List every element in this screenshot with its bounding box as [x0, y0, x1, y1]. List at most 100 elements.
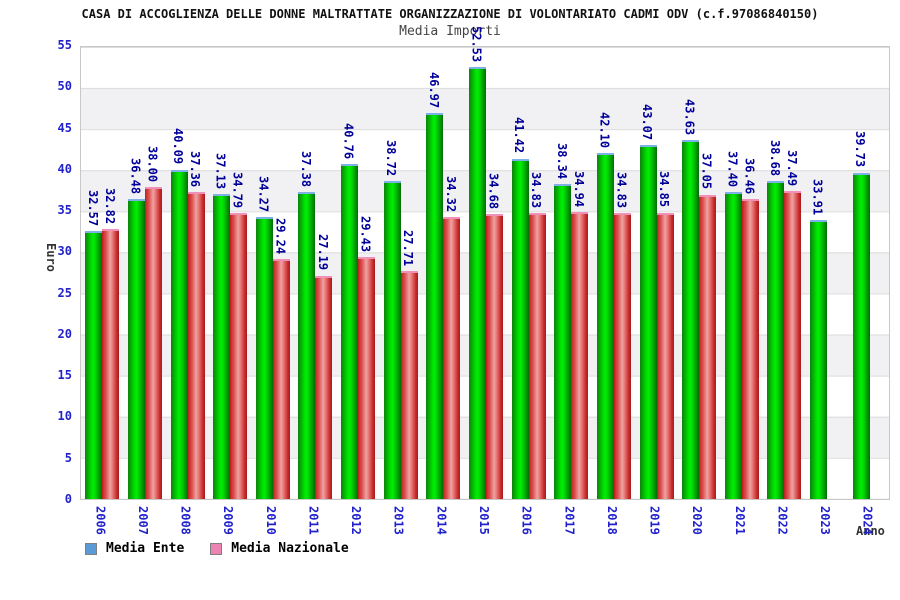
bar-media-ente-2022: [767, 181, 785, 499]
legend: Media Ente Media Nazionale: [85, 541, 375, 556]
bar-media-ente-2017: [554, 183, 572, 499]
bar-media-nazionale-2022: [784, 190, 802, 499]
value-label-media-ente-2022: 38.68: [767, 140, 782, 177]
x-label-2006: 2006: [93, 506, 108, 535]
x-label-2018: 2018: [604, 506, 619, 535]
y-tick-55: 55: [57, 38, 72, 52]
bar-media-nazionale-2009: [230, 213, 248, 499]
value-label-media-ente-2007: 36.48: [128, 158, 143, 195]
bar-group-2010: 34.27 29.24: [252, 47, 295, 499]
value-label-media-ente-2024: 39.73: [853, 131, 868, 168]
x-label-2007: 2007: [135, 506, 150, 535]
bar-media-ente-2021: [724, 191, 742, 499]
value-label-media-nazionale-2017: 34.94: [571, 170, 586, 207]
value-label-media-ente-2012: 40.76: [341, 122, 356, 160]
bar-media-nazionale-2014: [443, 216, 461, 499]
bar-media-nazionale-2021: [741, 199, 759, 499]
value-label-media-ente-2006: 32.57: [85, 190, 100, 227]
x-label-2020: 2020: [690, 506, 705, 535]
value-label-media-ente-2017: 38.34: [554, 142, 569, 179]
bar-group-2024: 39.73: [848, 47, 891, 499]
y-tick-20: 20: [57, 326, 72, 341]
bar-media-ente-2012: [341, 164, 359, 499]
bar-media-ente-2018: [596, 153, 614, 499]
bar-media-ente-2020: [682, 140, 700, 499]
x-label-2012: 2012: [349, 506, 364, 535]
value-label-media-nazionale-2021: 36.46: [742, 158, 757, 195]
bar-group-2019: 43.07 34.85: [635, 47, 678, 499]
bar-media-ente-2019: [639, 145, 657, 499]
value-label-media-ente-2014: 46.97: [426, 71, 441, 108]
value-label-media-nazionale-2016: 34.83: [529, 171, 544, 208]
value-label-media-ente-2013: 38.72: [384, 139, 399, 176]
bar-group-2012: 40.76 29.43: [337, 47, 380, 499]
bar-media-ente-2008: [170, 169, 188, 499]
bar-media-nazionale-2018: [613, 212, 631, 499]
x-label-2014: 2014: [434, 506, 449, 535]
y-tick-40: 40: [57, 161, 72, 176]
bar-media-ente-2011: [298, 191, 316, 499]
y-tick-45: 45: [57, 120, 72, 135]
bar-group-2017: 38.34 34.94: [550, 47, 593, 499]
x-label-2015: 2015: [477, 506, 491, 535]
value-label-media-ente-2009: 37.13: [213, 152, 228, 189]
value-label-media-ente-2016: 41.42: [512, 117, 527, 154]
chart-subtitle: Media Importi: [399, 24, 501, 39]
y-tick-25: 25: [57, 285, 72, 300]
value-label-media-ente-2010: 34.27: [256, 176, 271, 213]
value-label-media-nazionale-2007: 38.00: [145, 145, 160, 182]
value-label-media-nazionale-2019: 34.85: [657, 171, 672, 208]
bar-media-nazionale-2008: [187, 191, 205, 499]
bar-media-nazionale-2016: [528, 212, 546, 499]
legend-swatch-media-ente: [85, 542, 97, 555]
x-label-2017: 2017: [562, 506, 577, 535]
bar-media-nazionale-2012: [358, 257, 376, 499]
value-label-media-nazionale-2012: 29.43: [358, 216, 373, 253]
x-label-2019: 2019: [647, 506, 662, 535]
bar-media-nazionale-2011: [315, 275, 333, 499]
bar-media-ente-2010: [255, 217, 273, 499]
bar-media-ente-2015: [468, 67, 486, 499]
value-label-media-nazionale-2013: 27.71: [401, 230, 416, 267]
legend-item-media-nazionale: Media Nazionale: [210, 541, 349, 556]
y-tick-15: 15: [57, 368, 72, 383]
value-label-media-ente-2021: 37.40: [725, 150, 740, 187]
y-tick-10: 10: [57, 409, 72, 424]
plot-area: 32.57 32.82 36.48 38.00 40.09 37.36 37.13 34.79…: [80, 26, 891, 500]
y-tick-30: 30: [57, 244, 72, 259]
legend-label-media-ente: Media Ente: [106, 541, 185, 556]
bar-group-2023: 33.91: [806, 47, 849, 499]
bar-media-ente-2016: [511, 158, 529, 499]
x-label-2016: 2016: [519, 506, 534, 535]
value-label-media-nazionale-2022: 37.49: [784, 149, 799, 186]
bar-media-ente-2006: [85, 231, 103, 499]
bar-group-2006: 32.57 32.82: [81, 47, 124, 499]
bar-media-nazionale-2015: [485, 214, 503, 499]
bar-group-2016: 41.42 34.83: [507, 47, 550, 499]
value-label-media-nazionale-2011: 27.19: [315, 234, 330, 271]
value-label-media-ente-2023: 33.91: [810, 179, 825, 216]
bar-media-nazionale-2006: [102, 229, 120, 499]
x-label-2009: 2009: [221, 506, 236, 535]
bar-media-nazionale-2019: [656, 212, 674, 499]
x-label-2011: 2011: [306, 506, 321, 535]
bar-media-nazionale-2007: [144, 186, 162, 499]
bar-media-ente-2014: [426, 113, 444, 499]
x-label-2022: 2022: [775, 506, 790, 535]
value-label-media-ente-2008: 40.09: [171, 128, 186, 165]
bar-group-2018: 42.10 34.83: [593, 47, 636, 499]
bar-media-ente-2023: [810, 220, 828, 499]
x-label-2010: 2010: [263, 506, 278, 535]
bar-group-2014: 46.97 34.32: [422, 47, 465, 499]
bar-group-2013: 38.72 27.71: [379, 47, 422, 499]
bar-group-2022: 38.68 37.49: [763, 47, 806, 499]
value-label-media-ente-2019: 43.07: [640, 103, 655, 141]
value-label-media-nazionale-2015: 34.68: [486, 172, 501, 209]
value-label-media-nazionale-2020: 37.05: [699, 153, 714, 190]
value-label-media-nazionale-2009: 34.79: [230, 171, 245, 209]
x-label-2013: 2013: [391, 506, 406, 535]
value-label-media-nazionale-2018: 34.83: [614, 171, 629, 208]
legend-label-media-nazionale: Media Nazionale: [231, 541, 349, 556]
x-label-2023: 2023: [818, 506, 833, 535]
bar-media-ente-2007: [127, 199, 145, 499]
